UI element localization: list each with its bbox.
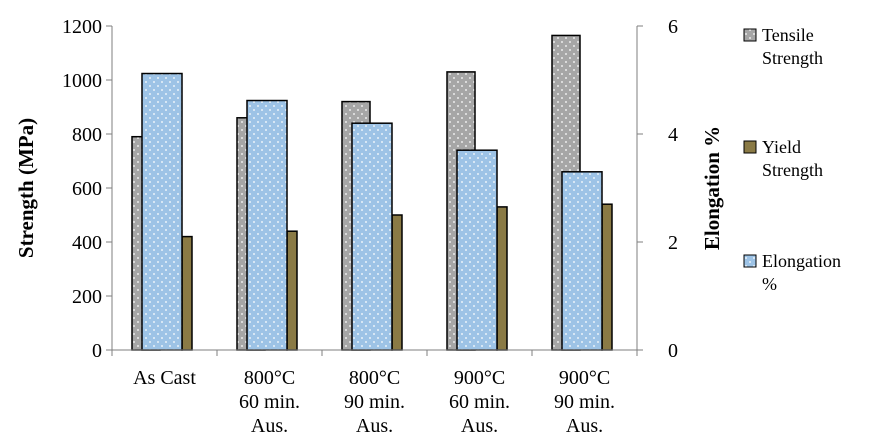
y2-axis-title: Elongation % <box>700 126 724 250</box>
legend: Tensile Strength Yield Strength Elongation% <box>743 25 841 294</box>
y2-tick-label: 4 <box>668 124 678 146</box>
y-tick-label: 1200 <box>62 16 102 38</box>
bar-elongation <box>141 72 183 351</box>
y-tick-label: 0 <box>92 340 102 362</box>
axes: 0 200 400 600 800 1000 1200 0 2 4 6 As Cast 800°C 60 … <box>14 16 724 437</box>
legend-swatch <box>743 254 757 268</box>
legend-label: Tensile <box>762 25 814 45</box>
bar-yield-strength <box>601 203 613 351</box>
bar-yield-strength <box>391 214 403 351</box>
bar-elongation <box>246 99 288 351</box>
x-tick-label: 900°C 60 min. Aus. <box>449 367 510 437</box>
x-tick-label: 900°C 90 min. Aus. <box>554 367 615 437</box>
x-tick-label: 800°C 90 min. Aus. <box>344 367 405 437</box>
y-tick-label: 200 <box>72 286 102 308</box>
y-tick-label: 800 <box>72 124 102 146</box>
legend-swatch <box>743 28 757 42</box>
legend-label: Strength <box>762 160 823 180</box>
y-tick-label: 1000 <box>62 70 102 92</box>
x-tick-label: 800°C 60 min. Aus. <box>239 367 300 437</box>
x-tick-label: As Cast <box>133 367 196 389</box>
legend-swatch <box>743 140 757 154</box>
y2-tick-label: 0 <box>668 340 678 362</box>
bar-elongation <box>351 122 393 351</box>
plot-area <box>131 34 613 351</box>
y-axis-title: Strength (MPa) <box>14 118 38 258</box>
y-tick-label: 600 <box>72 178 102 200</box>
legend-label: % <box>762 274 777 294</box>
legend-label: Elongation <box>762 251 841 271</box>
legend-label: Strength <box>762 48 823 68</box>
bar-yield-strength <box>286 230 298 351</box>
legend-label: Yield <box>762 137 801 157</box>
bar-yield-strength <box>181 235 193 351</box>
bar-elongation <box>561 171 603 351</box>
y-tick-label: 400 <box>72 232 102 254</box>
y2-tick-label: 6 <box>668 16 678 38</box>
bar-yield-strength <box>496 206 508 351</box>
bar-elongation <box>456 149 498 351</box>
y2-tick-label: 2 <box>668 232 678 254</box>
